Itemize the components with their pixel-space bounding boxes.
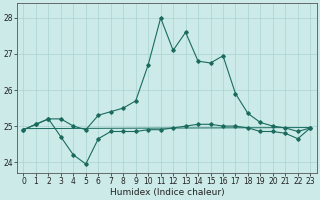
X-axis label: Humidex (Indice chaleur): Humidex (Indice chaleur) xyxy=(109,188,224,197)
